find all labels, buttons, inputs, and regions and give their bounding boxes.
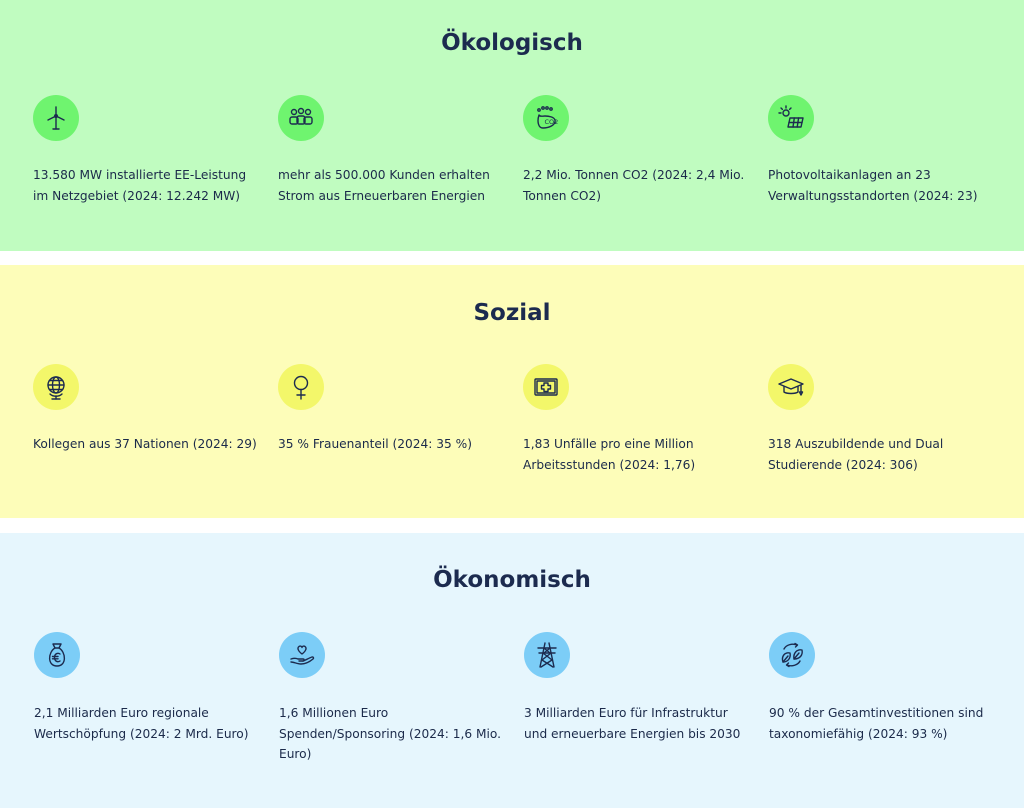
kpi-text: 2,1 Milliarden Euro regionale Wertschöpf… xyxy=(34,706,249,741)
kpi-text: 318 Auszubildende und Dual Studierende (… xyxy=(768,437,944,472)
co2-footprint-icon: CO2 xyxy=(523,95,569,141)
section-title-sozial: Sozial xyxy=(473,300,551,326)
kpi-item-wertschoepfung: 2,1 Milliarden Euro regionale Wertschöpf… xyxy=(34,0,259,808)
kpi-text: 35 % Frauenanteil (2024: 35 %) xyxy=(278,437,472,451)
kpi-text: 2,2 Mio. Tonnen CO2 (2024: 2,4 Mio. Tonn… xyxy=(523,168,745,203)
kpi-item-auszubildende: 318 Auszubildende und Dual Studierende (… xyxy=(768,0,993,808)
heart-hand-icon xyxy=(279,632,325,678)
graduation-cap-icon xyxy=(768,364,814,410)
kpi-text: mehr als 500.000 Kunden erhalten Strom a… xyxy=(278,168,490,203)
section-oekologisch xyxy=(0,0,1024,251)
leaves-cycle-icon xyxy=(769,632,815,678)
kpi-text: 3 Milliarden Euro für Infrastruktur und … xyxy=(524,706,741,741)
power-pylon-icon xyxy=(524,632,570,678)
kpi-item-kunden: mehr als 500.000 Kunden erhalten Strom a… xyxy=(278,0,503,808)
kpi-item-ee-leistung: 13.580 MW installierte EE-Leistung im Ne… xyxy=(33,0,258,808)
section-oekonomisch xyxy=(0,533,1024,808)
solar-panel-icon xyxy=(768,95,814,141)
kpi-item-nationen: Kollegen aus 37 Nationen (2024: 29) xyxy=(33,0,258,808)
kpi-item-infrastruktur: 3 Milliarden Euro für Infrastruktur und … xyxy=(524,0,749,808)
female-symbol-icon xyxy=(278,364,324,410)
kpi-text: Photovoltaikanlagen an 23 Verwaltungssta… xyxy=(768,168,978,203)
first-aid-kit-icon xyxy=(523,364,569,410)
section-sozial xyxy=(0,265,1024,518)
euro-money-bag-icon xyxy=(34,632,80,678)
svg-text:CO2: CO2 xyxy=(545,118,559,126)
kpi-text: 1,6 Millionen Euro Spenden/Sponsoring (2… xyxy=(279,706,501,761)
globe-icon xyxy=(33,364,79,410)
kpi-text: Kollegen aus 37 Nationen (2024: 29) xyxy=(33,437,257,451)
kpi-item-frauenanteil: 35 % Frauenanteil (2024: 35 %) xyxy=(278,0,503,808)
kpi-item-photovoltaik: Photovoltaikanlagen an 23 Verwaltungssta… xyxy=(768,0,993,808)
section-title-oekonomisch: Ökonomisch xyxy=(433,567,591,593)
people-group-icon xyxy=(278,95,324,141)
kpi-item-sponsoring: 1,6 Millionen Euro Spenden/Sponsoring (2… xyxy=(279,0,504,808)
section-title-oekologisch: Ökologisch xyxy=(441,30,583,56)
kpi-text: 13.580 MW installierte EE-Leistung im Ne… xyxy=(33,168,247,203)
kpi-text: 90 % der Gesamtinvestitionen sind taxono… xyxy=(769,706,984,741)
kpi-item-taxonomie: 90 % der Gesamtinvestitionen sind taxono… xyxy=(769,0,994,808)
kpi-item-unfaelle: 1,83 Unfälle pro eine Million Arbeitsstu… xyxy=(523,0,748,808)
wind-turbine-icon xyxy=(33,95,79,141)
kpi-text: 1,83 Unfälle pro eine Million Arbeitsstu… xyxy=(523,437,696,472)
kpi-item-co2: CO2 2,2 Mio. Tonnen CO2 (2024: 2,4 Mio. … xyxy=(523,0,748,808)
